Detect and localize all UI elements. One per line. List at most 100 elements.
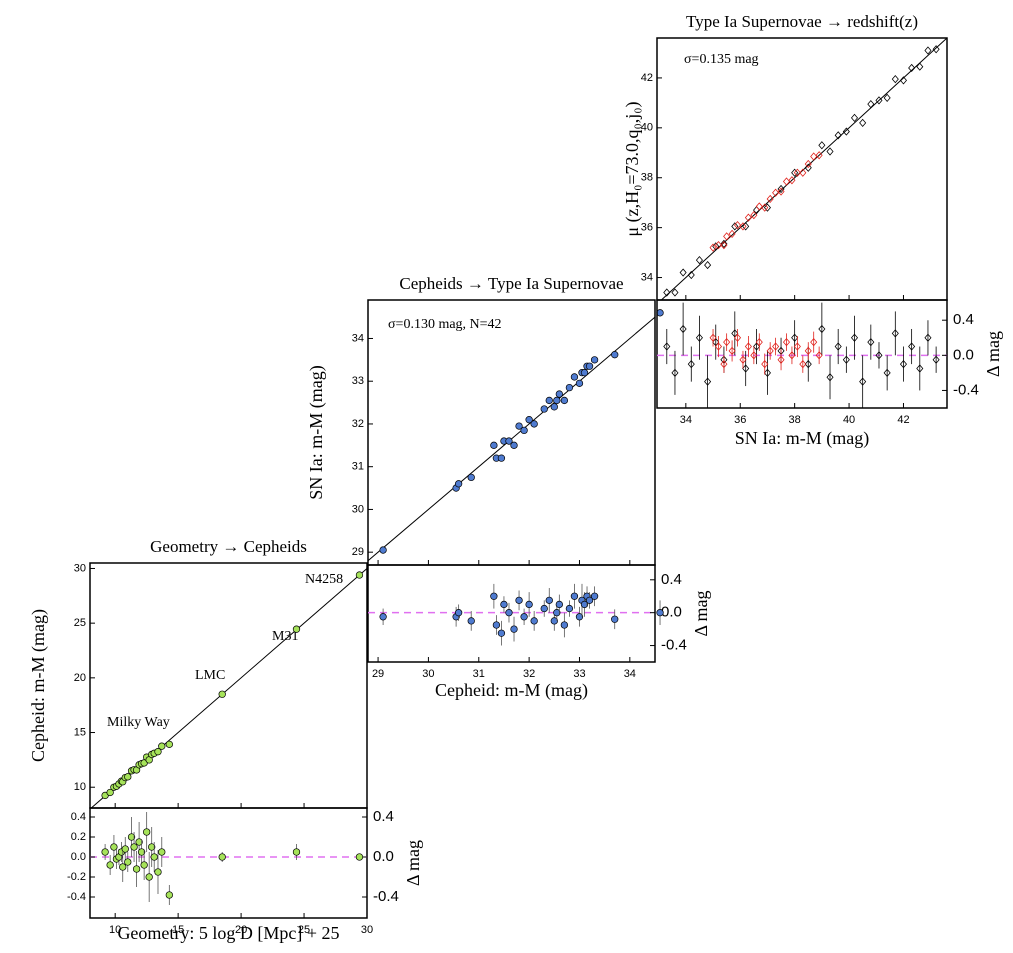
point [867,338,875,347]
point [379,613,387,621]
point [560,396,569,405]
point [859,377,867,386]
point [540,604,548,613]
x-tick-label: 29 [372,668,384,680]
point [916,62,924,71]
y-tick-label: 34 [352,332,364,344]
point [540,405,548,413]
y-tick-label: 31 [352,461,364,473]
point [791,168,799,177]
point [510,625,518,633]
x-tick-label: 31 [473,668,485,680]
point [714,342,723,351]
point [804,359,812,369]
y-tick-label: 34 [641,271,653,283]
fit-line [661,37,948,301]
point [782,338,791,347]
residual-frame [656,299,948,409]
y-axis-label: μ (z,H₀=73.0,q₀,j₀) [622,101,643,236]
point [891,329,899,338]
residual-y-tick-label: 0.2 [71,831,86,843]
point [570,592,579,600]
x-tick-label: 20 [235,924,247,936]
y2-axis-label: Δ mag [983,331,1003,377]
point [763,203,771,212]
point [777,187,785,196]
point [505,437,513,445]
x-tick-label: 25 [298,924,310,936]
point [908,63,916,73]
point [772,342,780,351]
point [875,96,883,105]
point [467,473,475,482]
point [788,351,796,360]
residual-frame [89,807,368,919]
x-tick-label: 30 [422,668,434,680]
point [924,333,932,342]
point [720,359,728,369]
x-tick-label: 32 [523,668,535,680]
point [575,613,584,621]
point [793,168,801,177]
point [553,609,561,617]
y2-axis-label: Δ mag [403,840,423,886]
point [804,346,812,356]
point [454,609,463,617]
point [127,833,136,841]
annotation: σ=0.135 mag [684,52,759,67]
point [818,141,826,150]
point [565,383,574,392]
point [883,93,891,103]
y-tick-label: 25 [74,617,86,629]
point [663,342,671,351]
x-axis-label: SN Ia: m-M (mag) [735,428,869,449]
point [739,355,747,364]
y-tick-label: 42 [641,72,653,84]
point [555,390,563,398]
point [899,76,907,85]
y2-tick-label: -0.4 [953,381,979,398]
x-tick-label: 34 [624,668,636,680]
point [580,369,589,377]
y-axis-label: SN Ia: m-M (mag) [306,365,327,499]
point [135,838,143,846]
point [810,338,818,347]
point [550,617,558,625]
point [744,213,752,222]
point [815,351,823,360]
point [560,621,569,629]
point [101,848,109,856]
y2-tick-label: 0.4 [373,808,394,825]
point [545,596,553,604]
point [704,260,712,270]
point [590,592,599,600]
point [818,324,826,334]
x-tick-label: 30 [361,924,373,936]
point [497,629,506,637]
point [815,151,823,160]
point [143,828,151,836]
residual-y-tick-label: -0.2 [67,871,86,883]
point [891,75,899,84]
point [766,346,774,356]
point [777,355,785,364]
y2-tick-label: 0.0 [373,848,394,865]
point [755,338,763,347]
y-tick-label: 20 [74,672,86,684]
point [575,379,584,387]
point [733,221,742,230]
point [834,342,842,351]
y-tick-label: 30 [352,503,364,515]
residual-y-tick-label: 0.4 [71,811,86,823]
point [510,441,518,449]
point [842,127,850,136]
panel-title: Geometry → Cepheids [150,537,307,556]
point [611,351,619,359]
point [130,843,138,851]
point [530,617,538,625]
residual-y-tick-label: -0.4 [67,891,86,903]
x-tick-label: 42 [897,414,909,426]
point [497,454,506,462]
point [763,368,771,377]
point [515,422,523,430]
